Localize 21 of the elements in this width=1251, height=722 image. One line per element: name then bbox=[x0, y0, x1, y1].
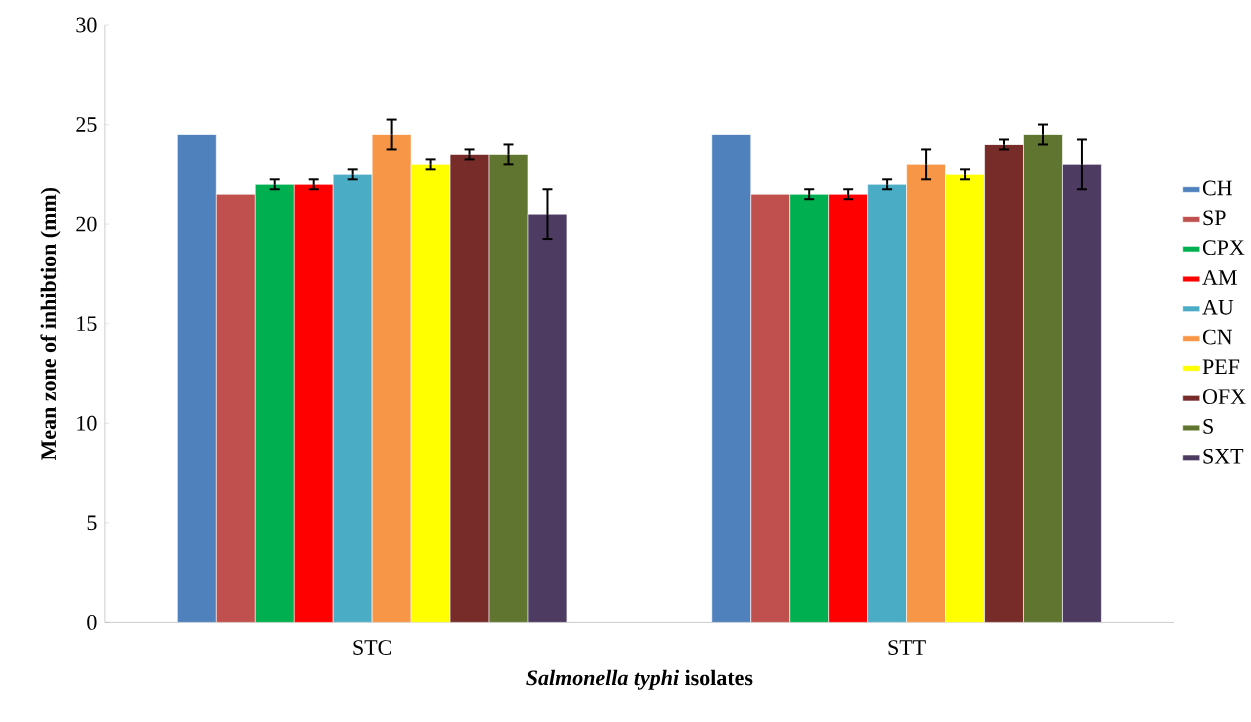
legend-label: CN bbox=[1202, 329, 1233, 345]
x-tick-label: STC bbox=[353, 640, 392, 655]
legend-label: CH bbox=[1202, 180, 1232, 196]
legend-label: SP bbox=[1203, 210, 1226, 226]
legend-label: OFX bbox=[1202, 389, 1246, 404]
y-tick-label: 0 bbox=[87, 614, 97, 630]
legend-label: AU bbox=[1202, 299, 1234, 315]
y-tick-label: 25 bbox=[76, 117, 97, 132]
y-tick-label: 15 bbox=[77, 316, 97, 331]
legend-label: CPX bbox=[1202, 240, 1245, 255]
y-tick-label: 10 bbox=[77, 415, 97, 431]
legend-label: S bbox=[1203, 418, 1213, 434]
y-tick-label: 30 bbox=[76, 17, 97, 33]
y-tick-label: 5 bbox=[87, 515, 97, 530]
legend-label: SXT bbox=[1203, 448, 1244, 464]
x-axis-title: Salmonella typhi isolates bbox=[526, 669, 753, 690]
y-axis-title: Mean zone of inhibtion (mm) bbox=[40, 187, 61, 460]
y-tick-label: 20 bbox=[76, 216, 97, 232]
legend-label: PEF bbox=[1202, 359, 1240, 374]
legend-label: AM bbox=[1202, 269, 1237, 285]
x-tick-label: STT bbox=[888, 640, 926, 655]
